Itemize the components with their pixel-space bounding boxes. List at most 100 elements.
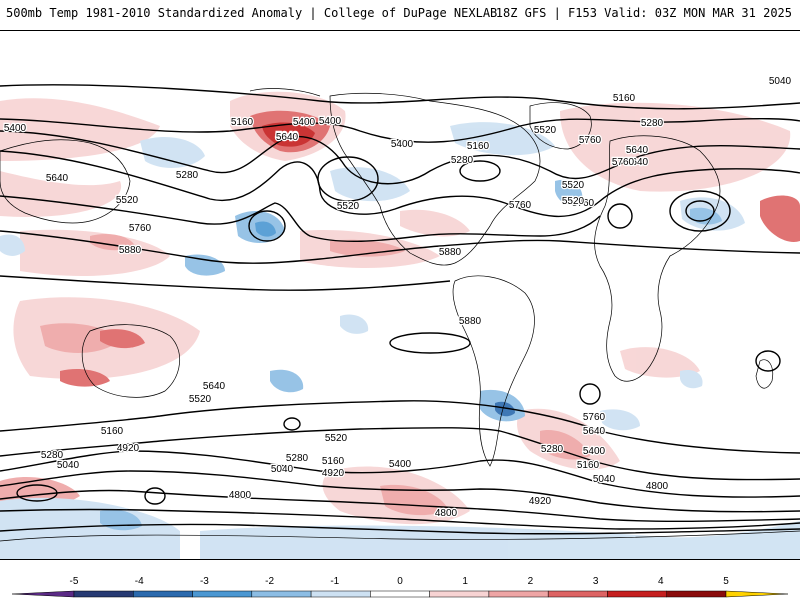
anomaly-positive [20, 229, 170, 276]
contour-line [0, 150, 800, 218]
contour-label: 4920 [117, 443, 140, 454]
anomaly-positive [0, 98, 160, 161]
contour-label: 5160 [322, 456, 345, 467]
anomaly-positive [40, 323, 120, 353]
contour-line [0, 427, 800, 481]
contour-line [0, 415, 161, 432]
contour-line [0, 195, 601, 243]
anomaly-negative [495, 401, 515, 417]
model-valid-time: 18Z GFS | F153 Valid: 03Z MON MAR 31 202… [495, 6, 792, 20]
contour-label: 5640 [46, 173, 69, 184]
colorbar-tick-label: 5 [723, 576, 729, 587]
contour-label: 5520 [116, 195, 139, 206]
anomaly-negative [330, 167, 410, 202]
colorbar-segment [488, 590, 549, 598]
height-contours [0, 84, 800, 535]
contour-label: 5760 [129, 223, 152, 234]
contour-label: 5160 [231, 117, 254, 128]
contour-closed [248, 210, 286, 242]
contour-label: 5280 [176, 170, 199, 181]
anomaly-negative [270, 369, 304, 393]
contour-label: 5880 [459, 316, 482, 327]
contour-line [0, 130, 800, 185]
anomaly-shading [0, 91, 800, 559]
colorbar-segment [370, 590, 430, 598]
coastline-antarctica [0, 530, 800, 542]
contour-line [159, 400, 800, 454]
anomaly-negative [0, 497, 180, 559]
colorbar-max-arrow [725, 590, 789, 598]
anomaly-positive [760, 195, 800, 242]
anomaly-negative [0, 234, 25, 256]
contour-label: 5280 [41, 450, 64, 461]
colorbar-tick-label: 4 [658, 576, 664, 587]
coastlines [0, 88, 800, 542]
colorbar-tick-label: -5 [70, 576, 79, 587]
contour-closed [685, 200, 715, 222]
contour-label: 5400 [293, 117, 316, 128]
contour-line [0, 508, 800, 530]
anomaly-positive [60, 369, 110, 387]
colorbar-min-arrow [11, 590, 75, 598]
contour-label: 5400 [319, 116, 342, 127]
contour-closed [459, 160, 501, 182]
colorbar-segment [133, 590, 193, 598]
contour-label: 5160 [613, 93, 636, 104]
anomaly-negative [450, 122, 555, 156]
contour-closed [607, 203, 633, 229]
contour-closed [755, 350, 781, 372]
contour-label: 5040 [769, 76, 792, 87]
contour-label: 5760 [612, 157, 635, 168]
contour-line [0, 230, 800, 264]
coastline-north-america [329, 92, 541, 266]
colorbar-segment [251, 590, 312, 598]
contour-closed [317, 156, 379, 202]
contour-label: 5280 [641, 118, 664, 129]
contour-label: 5640 [276, 132, 299, 143]
colorbar-tick-label: 2 [528, 576, 534, 587]
contour-label: 5640 [276, 131, 299, 142]
contour-label: 4800 [229, 490, 252, 501]
contour-line [0, 489, 800, 523]
anomaly-negative [255, 221, 276, 237]
contour-line [0, 118, 800, 143]
colorbar-segment [192, 590, 253, 598]
contour-line [0, 450, 800, 498]
colorbar-tick-label: -3 [200, 576, 209, 587]
contour-label: 5520 [325, 433, 348, 444]
colorbar-segments [11, 590, 789, 598]
colorbar-segment [73, 590, 134, 598]
colorbar-tick-label: -1 [330, 576, 339, 587]
contour-label: 5400 [4, 123, 27, 134]
contour-label: 4920 [529, 496, 552, 507]
colorbar-segment [666, 590, 727, 598]
colorbar-segment [310, 590, 371, 598]
anomaly-negative [185, 254, 225, 276]
contour-label: 5880 [119, 245, 142, 256]
coastline-madagascar [755, 359, 774, 389]
coastline-asia [0, 139, 131, 224]
anomaly-positive [620, 347, 700, 378]
anomaly-colorbar: -5 -4 -3 -2 -1 0 1 2 3 4 5 [11, 576, 789, 598]
contour-closed [389, 332, 471, 354]
colorbar-segment [607, 590, 667, 598]
anomaly-positive [262, 122, 315, 147]
anomaly-negative [600, 409, 640, 431]
contour-closed [144, 487, 166, 505]
contour-label: 5280 [541, 444, 564, 455]
contour-label: 5160 [101, 426, 124, 437]
contour-closed [16, 484, 58, 502]
anomaly-positive [540, 430, 590, 460]
contour-label: 5520 [189, 394, 212, 405]
colorbar-tick-label: -2 [265, 576, 274, 587]
contour-label: 5040 [593, 474, 616, 485]
contour-label: 4920 [322, 468, 345, 479]
contour-label: 5640 [203, 381, 226, 392]
colorbar-ticks: -5 -4 -3 -2 -1 0 1 2 3 4 5 [70, 576, 730, 587]
anomaly-positive [100, 329, 145, 349]
contour-label: 5040 [271, 464, 294, 475]
contour-label: 5520 [337, 201, 360, 212]
contour-label: 5640 [583, 426, 606, 437]
contour-label: 5160 [467, 141, 490, 152]
